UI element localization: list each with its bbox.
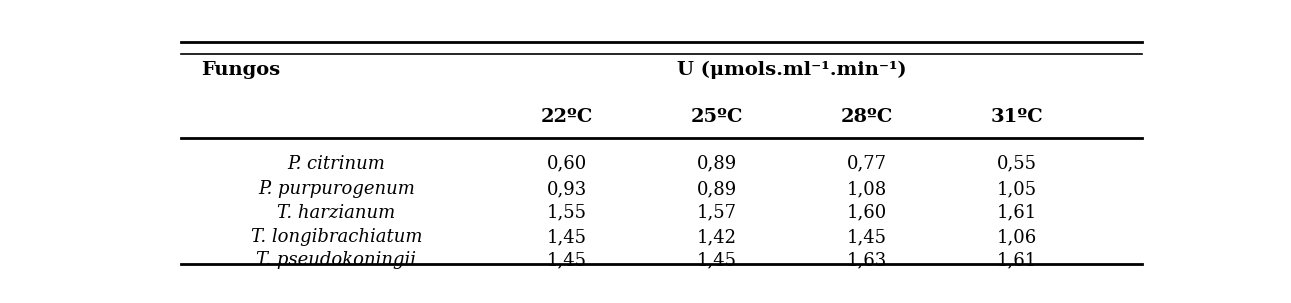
Text: 1,57: 1,57 xyxy=(697,204,737,221)
Text: P. purpurogenum: P. purpurogenum xyxy=(258,180,414,198)
Text: 1,61: 1,61 xyxy=(997,204,1037,221)
Text: 1,45: 1,45 xyxy=(546,228,586,246)
Text: T. harzianum: T. harzianum xyxy=(278,204,395,221)
Text: 0,77: 0,77 xyxy=(847,155,887,172)
Text: 1,63: 1,63 xyxy=(847,251,887,269)
Text: 22ºC: 22ºC xyxy=(541,108,593,126)
Text: 1,55: 1,55 xyxy=(546,204,586,221)
Text: 25ºC: 25ºC xyxy=(691,108,742,126)
Text: 1,42: 1,42 xyxy=(697,228,737,246)
Text: U (μmols.ml⁻¹.min⁻¹): U (μmols.ml⁻¹.min⁻¹) xyxy=(676,61,906,79)
Text: 0,55: 0,55 xyxy=(997,155,1037,172)
Text: 1,45: 1,45 xyxy=(847,228,887,246)
Text: 1,06: 1,06 xyxy=(997,228,1037,246)
Text: 1,45: 1,45 xyxy=(697,251,737,269)
Text: 1,61: 1,61 xyxy=(997,251,1037,269)
Text: T. pseudokoningii: T. pseudokoningii xyxy=(257,251,417,269)
Text: 1,05: 1,05 xyxy=(997,180,1037,198)
Text: 28ºC: 28ºC xyxy=(840,108,893,126)
Text: 0,89: 0,89 xyxy=(697,180,737,198)
Text: 0,93: 0,93 xyxy=(546,180,586,198)
Text: 0,89: 0,89 xyxy=(697,155,737,172)
Text: T. longibrachiatum: T. longibrachiatum xyxy=(250,228,422,246)
Text: 0,60: 0,60 xyxy=(546,155,586,172)
Text: 1,60: 1,60 xyxy=(847,204,887,221)
Text: 31ºC: 31ºC xyxy=(990,108,1043,126)
Text: 1,45: 1,45 xyxy=(546,251,586,269)
Text: 1,08: 1,08 xyxy=(847,180,887,198)
Text: Fungos: Fungos xyxy=(201,61,280,79)
Text: P. citrinum: P. citrinum xyxy=(288,155,386,172)
